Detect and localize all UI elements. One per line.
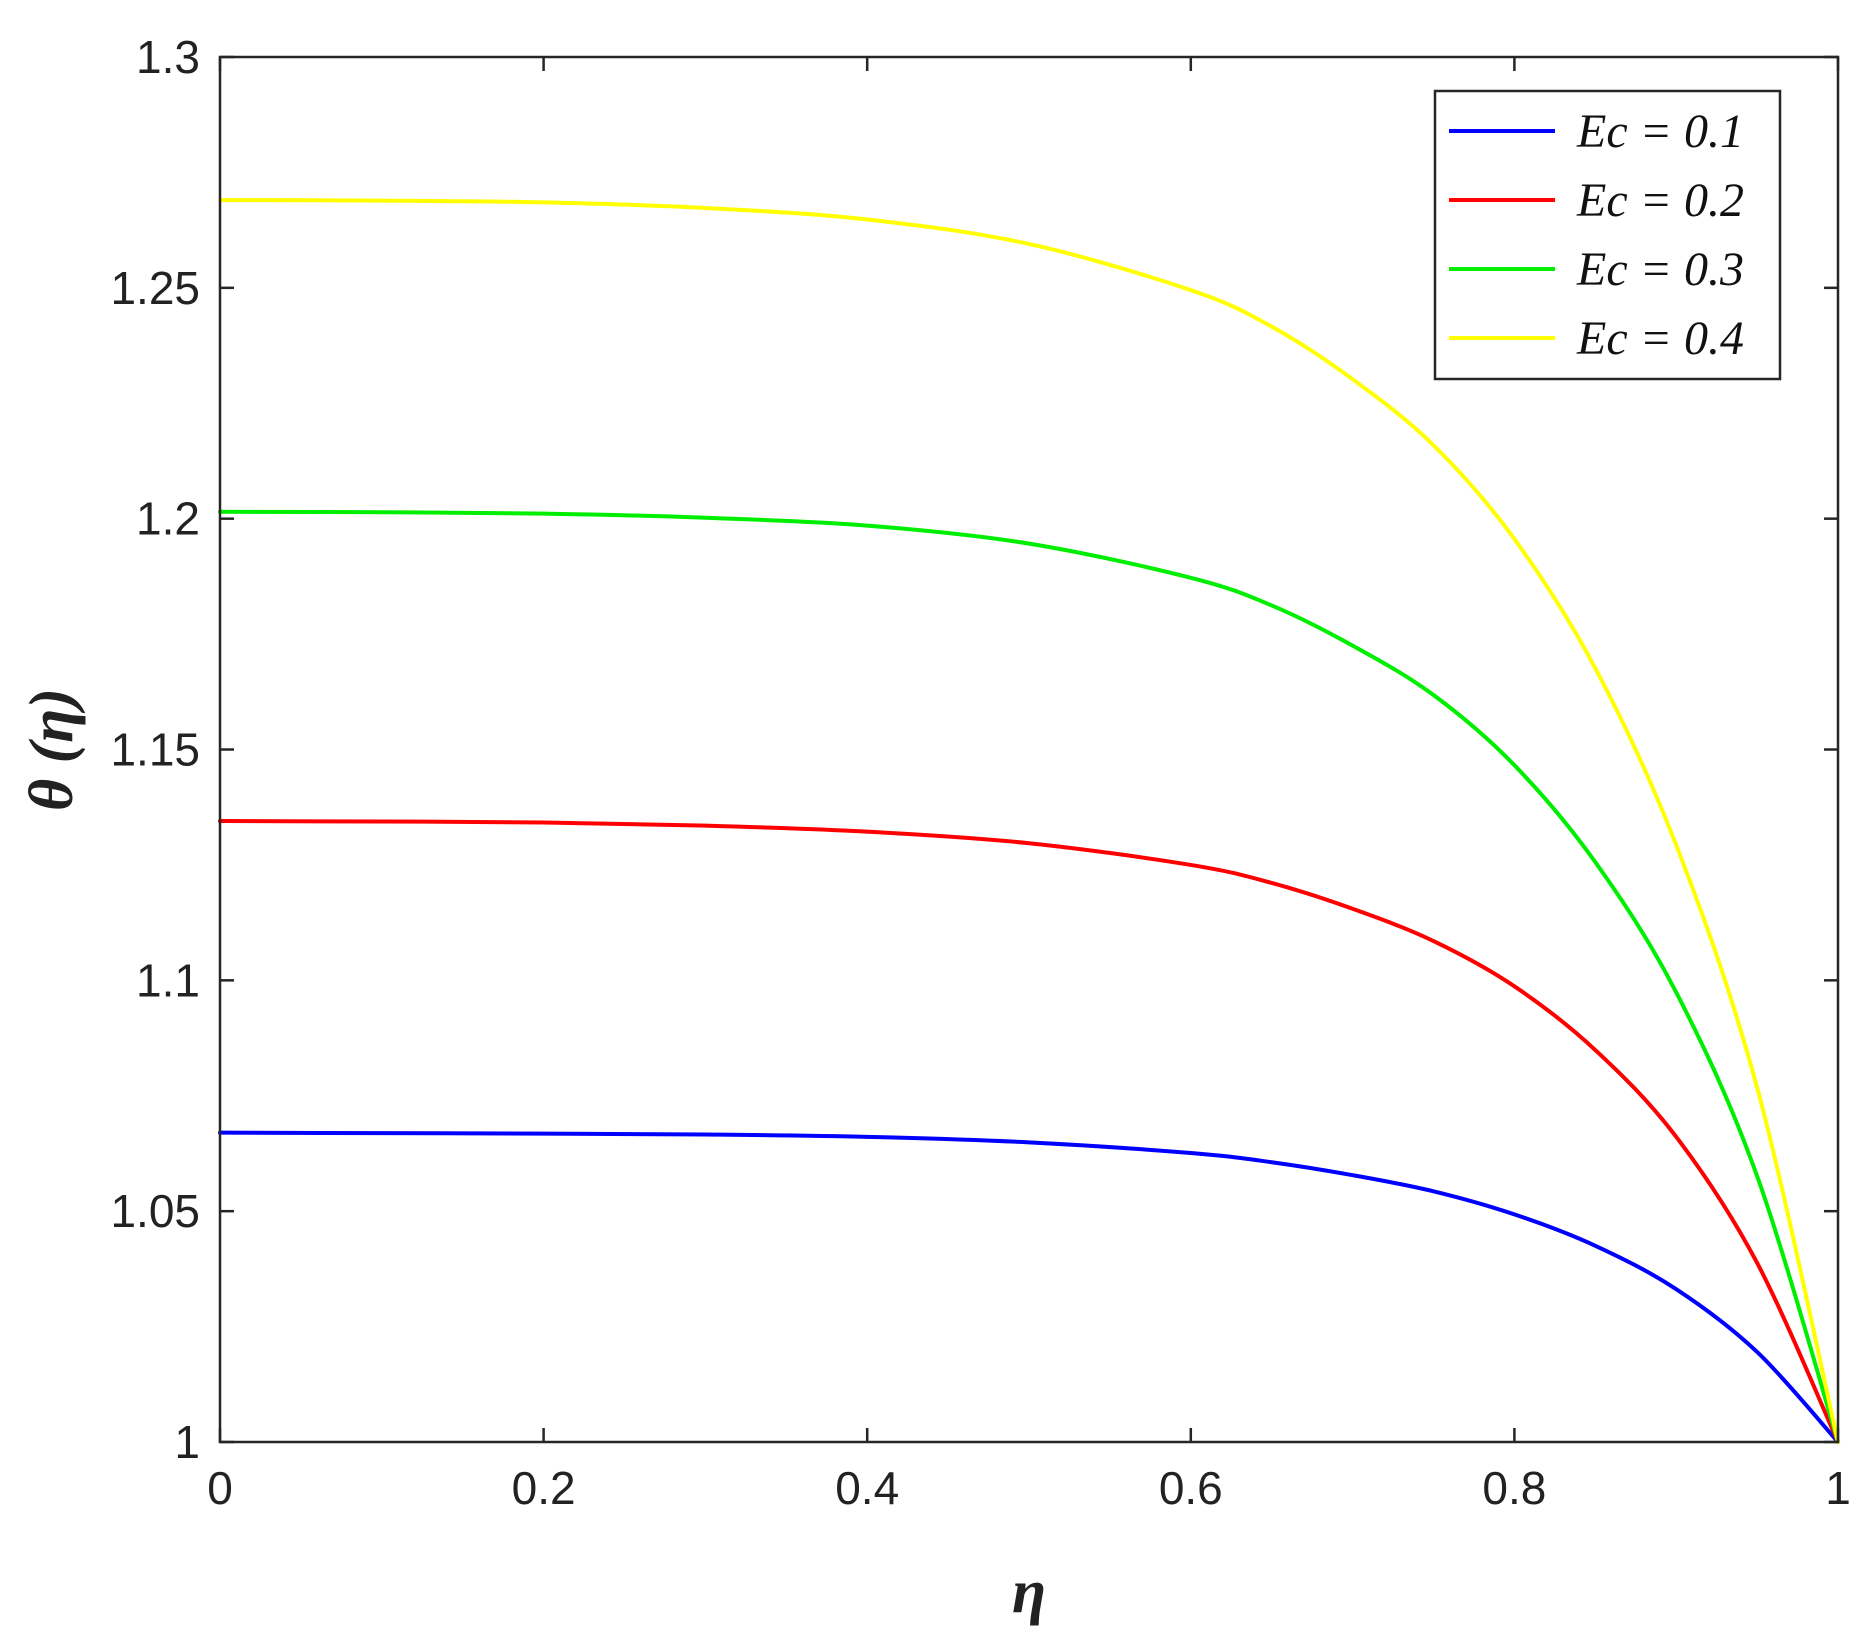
x-tick-label: 0.6 xyxy=(1159,1462,1223,1514)
y-tick-label: 1.25 xyxy=(110,262,200,314)
legend-label: Ec = 0.3 xyxy=(1576,243,1744,296)
series-layer xyxy=(218,198,1840,1444)
legend-label: Ec = 0.4 xyxy=(1576,312,1744,365)
legend-label: Ec = 0.2 xyxy=(1576,174,1744,227)
x-tick-label: 0.8 xyxy=(1482,1462,1546,1514)
y-tick-label: 1.2 xyxy=(136,493,200,545)
y-tick-label: 1.3 xyxy=(136,31,200,83)
legend: Ec = 0.1 Ec = 0.2 Ec = 0.3 Ec = 0.4 xyxy=(1433,89,1782,381)
x-tick-label: 0.2 xyxy=(512,1462,576,1514)
legend-items: Ec = 0.1 Ec = 0.2 Ec = 0.3 Ec = 0.4 xyxy=(1449,105,1744,365)
y-tick-label: 1 xyxy=(174,1416,200,1468)
series-line-3 xyxy=(218,509,1840,1444)
legend-box xyxy=(1433,89,1782,381)
x-tick-label: 0.4 xyxy=(835,1462,899,1514)
y-tick-label: 1.1 xyxy=(136,954,200,1006)
y-tick-label: 1.05 xyxy=(110,1185,200,1237)
x-tick-label: 1 xyxy=(1825,1462,1851,1514)
series-line-2 xyxy=(218,819,1840,1444)
series-line-4 xyxy=(218,198,1840,1444)
series-line-1 xyxy=(218,1130,1840,1444)
ticks-layer xyxy=(218,55,1840,1444)
y-axis-label: θ (η) xyxy=(18,688,86,811)
legend-label: Ec = 0.1 xyxy=(1576,105,1744,158)
y-tick-label: 1.15 xyxy=(110,724,200,776)
tick-labels: 0 0.2 0.4 0.6 0.8 1 1 1.05 1.1 1.15 1.2 1.25 1.3 xyxy=(110,31,1850,1514)
x-tick-label: 0 xyxy=(207,1462,233,1514)
x-axis-label: η xyxy=(1012,1558,1046,1626)
